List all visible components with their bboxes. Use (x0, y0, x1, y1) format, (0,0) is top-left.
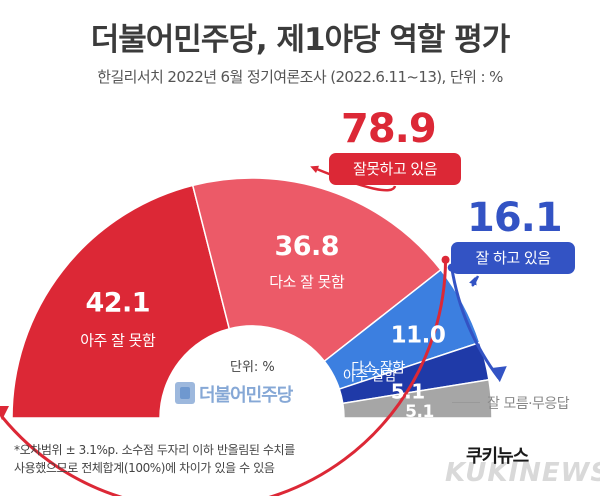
segment-value-5: 5.1 (405, 402, 434, 422)
positive-total-label: 잘 하고 있음 (451, 242, 575, 274)
donut-segment-1 (11, 184, 231, 419)
negative-bracket-arc (0, 259, 448, 496)
negative-bracket-arrow-right (441, 255, 450, 264)
positive-bracket-arrow-bottom (490, 366, 507, 383)
segment-value-1: 42.1 (85, 288, 150, 319)
segment-label-2: 다소 잘 못함 (269, 273, 345, 291)
party-logo-text: 더불어민주당 (199, 385, 293, 406)
negative-total-label: 잘못하고 있음 (329, 153, 461, 185)
segment-value-2: 36.8 (274, 231, 339, 262)
segment-value-4: 5.1 (391, 379, 425, 403)
segment-label-3: 다소 잘함 (351, 361, 405, 377)
donut-segment-2 (191, 177, 442, 363)
segment-value-3: 11.0 (391, 323, 446, 349)
segment-label-1: 아주 잘 못함 (80, 332, 156, 350)
footnote-line-2: 사용했으므로 전체합계(100%)에 차이가 있을 수 있음 (14, 461, 275, 475)
no-answer-leader-line (452, 402, 480, 403)
party-logo-icon (175, 382, 195, 404)
watermark: KUKINEWS (445, 458, 600, 488)
positive-total: 16.1 (467, 195, 563, 241)
unit-label: 단위: % (230, 360, 275, 375)
donut-segment-5 (341, 378, 493, 419)
negative-total: 78.9 (341, 106, 437, 152)
chart-subtitle: 한길리서치 2022년 6월 정기여론조사 (2022.6.11~13), 단위… (97, 68, 503, 86)
footnote-line-1: *오차범위 ± 3.1%p. 소수점 두자리 이하 반올림된 수치를 (14, 443, 295, 457)
no-answer-label: 잘 모름·무응답 (487, 396, 570, 412)
party-logo: 더불어민주당 (175, 378, 315, 408)
negative-callout-connector (310, 165, 397, 192)
chart-title: 더불어민주당, 제1야당 역할 평가 (90, 22, 510, 58)
credit-logo: 쿠키뉴스 (466, 446, 529, 467)
footnote: *오차범위 ± 3.1%p. 소수점 두자리 이하 반올림된 수치를 사용했으므… (14, 441, 295, 477)
positive-callout-connector (469, 275, 480, 287)
segment-label-4: 아주 잘함 (343, 368, 397, 384)
negative-bracket-arrow-left (0, 406, 9, 420)
